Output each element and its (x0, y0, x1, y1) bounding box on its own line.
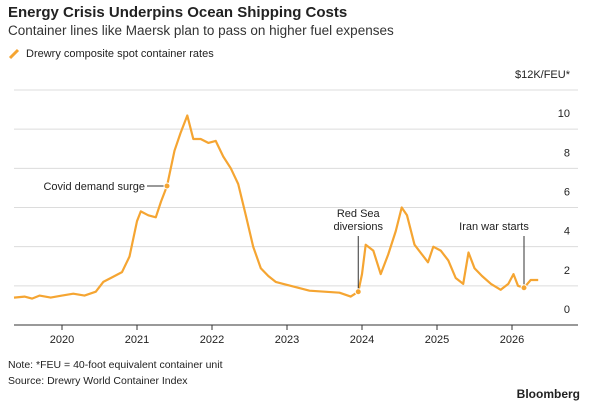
annotation-label: Red Sea (337, 208, 381, 220)
y-tick-label: 10 (558, 108, 570, 120)
y-tick-label: $12K/FEU* (515, 69, 571, 81)
annotation-label: Iran war starts (459, 221, 529, 233)
annotation-point (163, 182, 171, 190)
series-line (13, 114, 539, 300)
brand: Bloomberg (517, 387, 580, 401)
x-tick-label: 2026 (500, 334, 524, 346)
y-tick-label: 4 (564, 226, 570, 238)
y-tick-label: 6 (564, 187, 570, 199)
annotation-point (520, 284, 528, 292)
x-tick-label: 2021 (125, 334, 149, 346)
x-tick-label: 2023 (275, 334, 299, 346)
legend-swatch (8, 48, 20, 60)
note: Note: *FEU = 40-foot equivalent containe… (8, 359, 223, 371)
y-tick-label: 8 (564, 147, 570, 159)
annotation-label: diversions (333, 221, 383, 233)
annotation-label: Covid demand surge (43, 181, 145, 193)
chart-title: Energy Crisis Underpins Ocean Shipping C… (8, 4, 347, 21)
chart-subtitle: Container lines like Maersk plan to pass… (8, 23, 394, 38)
y-tick-label: 2 (564, 265, 570, 277)
annotation-point (354, 288, 362, 296)
y-tick-label: 0 (564, 304, 570, 316)
x-tick-label: 2024 (350, 334, 374, 346)
x-tick-label: 2020 (50, 334, 74, 346)
x-tick-label: 2022 (200, 334, 224, 346)
legend-label: Drewry composite spot container rates (26, 48, 214, 60)
x-tick-label: 2025 (425, 334, 449, 346)
source: Source: Drewry World Container Index (8, 375, 188, 387)
